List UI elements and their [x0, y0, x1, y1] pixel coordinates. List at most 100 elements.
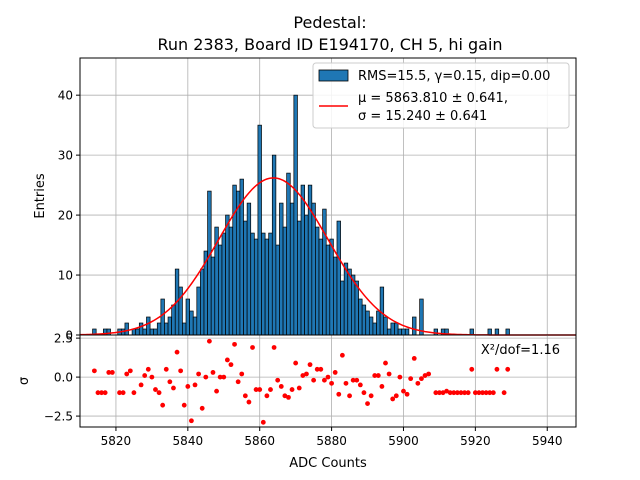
- x-tick-label: 5920: [460, 434, 491, 448]
- histogram-bar: [289, 202, 295, 336]
- histogram-bar: [189, 310, 194, 336]
- residual-point: [386, 371, 392, 377]
- histogram-bar: [386, 328, 392, 336]
- histogram-bar: [325, 244, 331, 336]
- residual-point: [156, 390, 162, 396]
- residual-point: [95, 390, 101, 396]
- histogram-bar: [160, 298, 165, 336]
- residual-point: [142, 373, 148, 378]
- y-tick-label: 0.0: [54, 371, 73, 385]
- histogram-bar: [142, 328, 147, 336]
- residual-point: [501, 390, 507, 396]
- residual-point: [185, 384, 191, 389]
- residual-point: [153, 387, 158, 392]
- residual-y-axis-label: σ: [17, 377, 32, 385]
- histogram-bar: [311, 202, 316, 336]
- histogram-bar: [318, 238, 323, 336]
- histogram-bar: [156, 322, 162, 336]
- residual-point: [454, 390, 460, 396]
- residual-point: [260, 419, 266, 425]
- residual-point: [350, 377, 356, 383]
- histogram-bar: [412, 316, 417, 336]
- residual-point: [343, 380, 349, 386]
- histogram-bar: [279, 202, 284, 336]
- residual-point: [347, 393, 352, 399]
- residual-point: [408, 376, 414, 382]
- residual-point: [199, 405, 205, 411]
- histogram-bar: [329, 238, 334, 336]
- residual-point: [275, 377, 281, 383]
- histogram-bar: [358, 298, 363, 336]
- histogram-bar: [368, 316, 374, 336]
- residual-point: [426, 371, 432, 377]
- residual-point: [224, 357, 230, 363]
- residual-point: [232, 341, 237, 347]
- x-tick-label: 5900: [388, 434, 419, 448]
- residual-point: [117, 390, 122, 396]
- chi2-label: X²/dof=1.16: [481, 343, 560, 358]
- legend-fit-label-sigma: σ = 15.240 ± 0.641: [358, 109, 487, 124]
- histogram-bar: [293, 94, 298, 336]
- residual-point: [322, 377, 327, 383]
- histogram-bar: [257, 124, 262, 336]
- residual-point: [390, 396, 396, 402]
- histogram-bar: [228, 226, 234, 336]
- legend-histogram-patch: [318, 69, 349, 82]
- histogram-bar: [218, 244, 223, 336]
- residual-point: [106, 370, 112, 375]
- residual-point: [411, 355, 417, 361]
- histogram-bar: [149, 328, 155, 336]
- histogram-bar: [164, 322, 169, 336]
- histogram-bar: [372, 322, 377, 336]
- residual-point: [289, 387, 295, 392]
- residual-point: [196, 371, 202, 377]
- histogram-bar: [196, 286, 201, 336]
- histogram-bar: [433, 328, 438, 336]
- residual-point: [271, 345, 277, 350]
- residual-point: [393, 393, 399, 399]
- residual-point: [419, 376, 424, 382]
- histogram-bar: [351, 274, 356, 336]
- chart-title-line1: Pedestal:: [293, 13, 366, 32]
- histogram-bar: [347, 268, 352, 336]
- histogram-bar: [182, 322, 187, 336]
- residual-point: [469, 366, 475, 372]
- histogram-bar: [304, 214, 309, 336]
- histogram-bar: [383, 316, 388, 336]
- y-tick-label: 10: [58, 269, 73, 283]
- residual-point: [138, 382, 144, 388]
- residual-point: [361, 390, 367, 396]
- residual-point: [264, 393, 270, 399]
- histogram-bar: [343, 262, 349, 336]
- y-tick-label: 30: [58, 149, 73, 163]
- histogram-bar: [225, 214, 230, 336]
- residual-point: [120, 390, 126, 396]
- residual-point: [329, 380, 334, 386]
- histogram-bar: [207, 190, 212, 336]
- residual-point: [383, 360, 388, 366]
- residual-point: [339, 352, 345, 358]
- residual-point: [181, 402, 187, 408]
- legend-fit-label-mu: μ = 5863.810 ± 0.641,: [358, 91, 508, 106]
- residual-point: [127, 368, 133, 374]
- residual-point: [397, 374, 403, 380]
- legend-box: [312, 62, 570, 129]
- residual-point: [401, 388, 406, 394]
- histogram-bar: [271, 154, 277, 336]
- residual-axes-frame: [79, 334, 577, 428]
- histogram-bar: [505, 328, 510, 336]
- histogram-bar: [354, 280, 359, 336]
- residual-point: [286, 394, 291, 400]
- histogram-bar: [200, 268, 205, 336]
- residual-point: [314, 366, 320, 372]
- histogram-bar: [138, 322, 144, 336]
- residual-point: [278, 384, 284, 389]
- residual-point: [250, 345, 255, 350]
- histogram-bar: [419, 298, 424, 336]
- histogram-bar: [185, 298, 190, 336]
- histogram-bar: [268, 232, 273, 336]
- residual-point: [282, 393, 288, 399]
- y-tick-label: 2.5: [54, 332, 73, 346]
- histogram-bar: [275, 244, 280, 336]
